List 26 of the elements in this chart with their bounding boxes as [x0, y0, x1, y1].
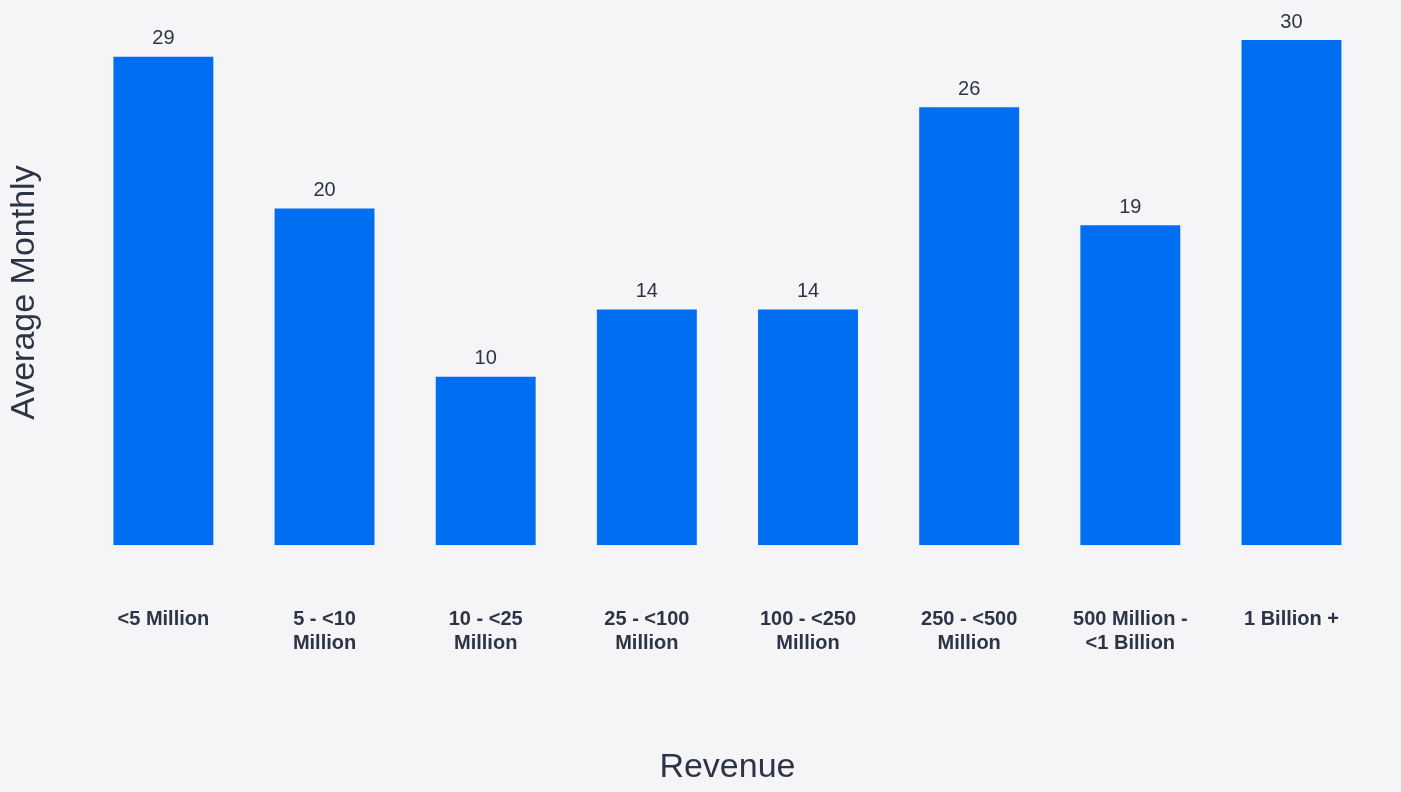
y-axis-title: Average Monthly [2, 165, 41, 420]
data-label: 29 [152, 26, 175, 49]
data-label: 14 [635, 278, 658, 301]
data-label: 19 [1119, 194, 1142, 217]
bar [113, 56, 214, 546]
bar [435, 376, 536, 546]
bar [919, 107, 1020, 546]
bar [596, 309, 697, 546]
bar [274, 208, 375, 546]
data-label: 10 [474, 346, 497, 369]
data-label: 26 [958, 76, 981, 99]
bar [1241, 40, 1342, 546]
data-label: 20 [313, 177, 336, 200]
x-tick-label: 25 - <100 Million [604, 606, 690, 653]
x-tick-label: <5 Million [117, 606, 210, 629]
bar [1080, 225, 1181, 546]
x-tick-label: 250 - <500 Million [921, 606, 1018, 653]
x-tick-label: 100 - <250 Million [759, 606, 857, 653]
bar [758, 309, 858, 546]
data-label: 30 [1280, 9, 1303, 32]
x-tick-label: 1 Billion + [1243, 606, 1340, 629]
data-label: 14 [796, 278, 820, 301]
x-tick-label: 5 - <10 Million [292, 606, 357, 653]
x-axis-title: Revenue [659, 745, 796, 784]
x-tick-label: 10 - <25 Million [448, 606, 523, 653]
x-tick-label: 500 Million - <1 Billion [1073, 606, 1188, 653]
